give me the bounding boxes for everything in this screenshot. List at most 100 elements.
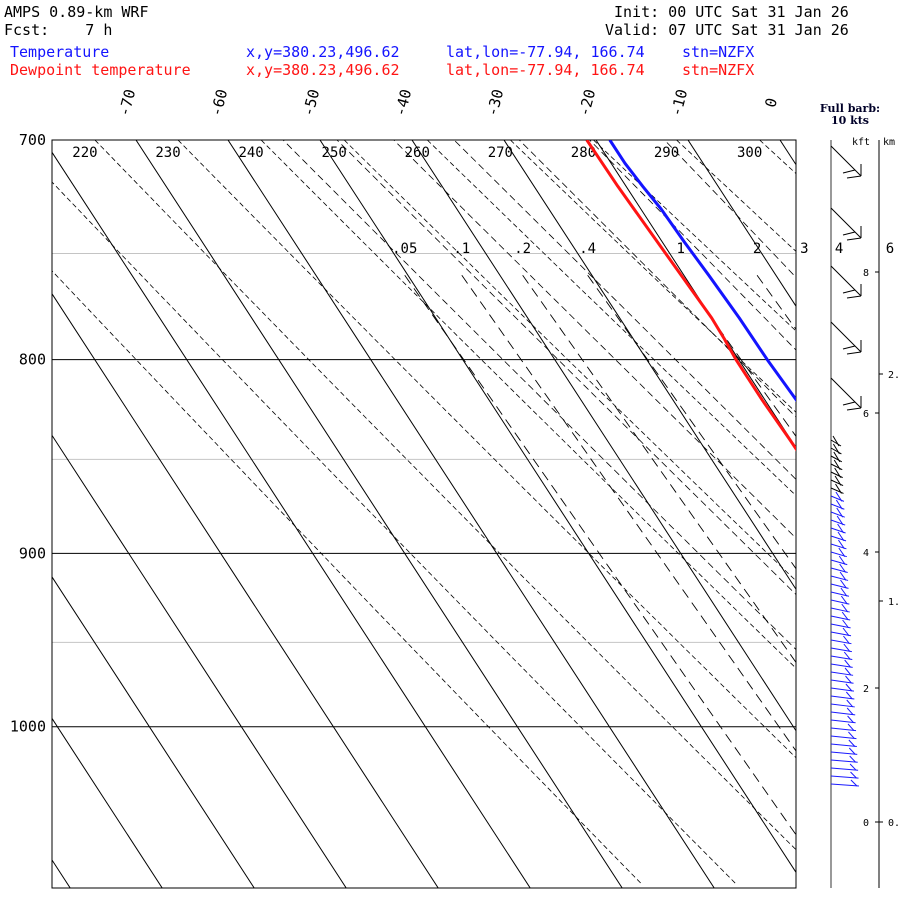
dry-adiabat bbox=[177, 140, 796, 759]
isotherm bbox=[52, 151, 531, 888]
wind-barb-flag bbox=[837, 531, 845, 542]
wind-barb bbox=[830, 767, 859, 771]
wind-barb-flag bbox=[850, 779, 858, 787]
sounding-series bbox=[585, 140, 796, 452]
legend-dewpoint-name: Dewpoint temperature bbox=[10, 61, 191, 79]
mixing-ratio-label: 1 bbox=[676, 241, 684, 257]
wind-barb-flag bbox=[833, 459, 841, 470]
wind-barb-flag bbox=[842, 619, 849, 629]
mixing-ratio-line bbox=[680, 275, 796, 438]
wind-barb bbox=[830, 479, 844, 486]
wind-barb-flag bbox=[841, 611, 849, 621]
dry-adiabat bbox=[593, 140, 796, 332]
legend-temperature-latlon: lat,lon=-77.94, 166.74 bbox=[446, 43, 645, 61]
wind-barb-flag bbox=[846, 699, 854, 708]
init-time: Init: 00 UTC Sat 31 Jan 26 bbox=[614, 3, 849, 21]
wind-barb bbox=[830, 759, 858, 763]
wind-barb bbox=[830, 711, 856, 716]
theta-label: 270 bbox=[488, 145, 513, 161]
pressure-gridlines bbox=[52, 139, 796, 728]
mixing-ratio-label: .05 bbox=[392, 241, 417, 257]
wind-barb-flag bbox=[845, 675, 852, 684]
plot-frame bbox=[51, 139, 797, 889]
wind-barb bbox=[830, 623, 851, 629]
moist-adiabat bbox=[663, 140, 796, 278]
isotherm bbox=[687, 140, 796, 308]
barb-legend-line2: 10 kts bbox=[830, 114, 870, 127]
wind-barb-flag bbox=[847, 723, 855, 731]
isotherm bbox=[411, 140, 796, 732]
theta-label: 220 bbox=[72, 145, 97, 161]
wind-barb-flag bbox=[841, 603, 849, 613]
forecast-label: Fcst: bbox=[4, 21, 50, 39]
wind-barb-flag bbox=[846, 175, 862, 179]
kft-tick-label: 0 bbox=[863, 818, 869, 829]
wind-barb bbox=[830, 735, 857, 740]
mixing-ratio-label: .4 bbox=[579, 241, 596, 257]
wind-barb-flag bbox=[848, 739, 856, 747]
wind-barb-flag bbox=[835, 491, 843, 502]
legend-temperature-stn: stn=NZFX bbox=[682, 43, 755, 61]
mixing-ratio-label: .1 bbox=[453, 241, 470, 257]
wind-barb bbox=[830, 783, 859, 787]
wind-barb-flag bbox=[832, 435, 840, 447]
wind-barb-flag bbox=[836, 515, 844, 526]
wind-barb bbox=[830, 671, 854, 676]
mixing-ratio-label: 2 bbox=[753, 241, 761, 257]
wind-barb bbox=[830, 321, 862, 353]
theta-label: 300 bbox=[737, 145, 762, 161]
dry-adiabat bbox=[52, 181, 736, 884]
dry-adiabat bbox=[94, 140, 796, 851]
forecast-value: 7 h bbox=[85, 21, 113, 39]
model-title: AMPS 0.89-km WRF bbox=[4, 3, 149, 21]
dry-adiabat bbox=[343, 140, 796, 582]
wind-barb-flag bbox=[840, 579, 847, 589]
wind-barb-flag bbox=[842, 231, 856, 236]
pressure-label: 900 bbox=[19, 544, 46, 562]
legend-dewpoint-latlon: lat,lon=-77.94, 166.74 bbox=[446, 61, 645, 79]
moist-adiabat bbox=[393, 140, 796, 539]
theta-label: 240 bbox=[238, 145, 263, 161]
wind-barb bbox=[830, 663, 853, 668]
temperature-tick-label: -50 bbox=[299, 87, 323, 118]
wind-barb-flag bbox=[846, 237, 862, 241]
kft-tick-label: 2 bbox=[863, 684, 869, 695]
wind-barb bbox=[830, 615, 851, 621]
wind-barb-flag bbox=[835, 499, 843, 510]
theta-label: 280 bbox=[571, 145, 596, 161]
theta-label: 230 bbox=[155, 145, 180, 161]
km-tick-label: 0. bbox=[888, 818, 900, 829]
mixing-ratio-label: 6 bbox=[886, 241, 894, 257]
isotherm bbox=[52, 859, 71, 888]
wind-barb-flag bbox=[848, 747, 856, 755]
wind-barb bbox=[830, 775, 859, 779]
wind-barb-flag bbox=[845, 683, 853, 692]
kft-tick-label: 4 bbox=[863, 548, 869, 559]
temperature-tick-label: -70 bbox=[115, 87, 139, 118]
wind-barb bbox=[830, 687, 855, 692]
valid-time: Valid: 07 UTC Sat 31 Jan 26 bbox=[605, 21, 849, 39]
mixing-ratio-label: 4 bbox=[835, 241, 843, 257]
moist-adiabat bbox=[336, 140, 796, 596]
wind-barb bbox=[830, 487, 844, 494]
wind-barb-flag bbox=[839, 563, 847, 573]
pressure-label: 800 bbox=[19, 351, 46, 369]
mixing-ratio-line bbox=[804, 275, 900, 888]
km-tick-label: 1. bbox=[888, 597, 900, 608]
wind-barb-flag bbox=[838, 547, 846, 557]
wind-barbs: kft km 0 2 4 6 8 0. 1. 2. bbox=[830, 137, 900, 888]
moist-adiabat bbox=[282, 140, 796, 651]
wind-barb bbox=[830, 439, 842, 447]
wind-barb-flag bbox=[846, 351, 862, 355]
barb-legend-line1: Full barb: bbox=[819, 102, 881, 115]
wind-barb-flag bbox=[833, 451, 841, 463]
legend-dewpoint-xy: x,y=380.23,496.62 bbox=[246, 61, 400, 79]
wind-barb-flag bbox=[843, 651, 851, 660]
legend-temperature-xy: x,y=380.23,496.62 bbox=[246, 43, 400, 61]
line-labels: 220 230 240 250 260 270 280 290 300 .05 .1 .2 .4 1 2 3 4… bbox=[72, 145, 894, 257]
wind-barb bbox=[830, 719, 856, 724]
wind-barb-flag bbox=[842, 169, 856, 174]
wind-barb-flag bbox=[838, 539, 845, 550]
